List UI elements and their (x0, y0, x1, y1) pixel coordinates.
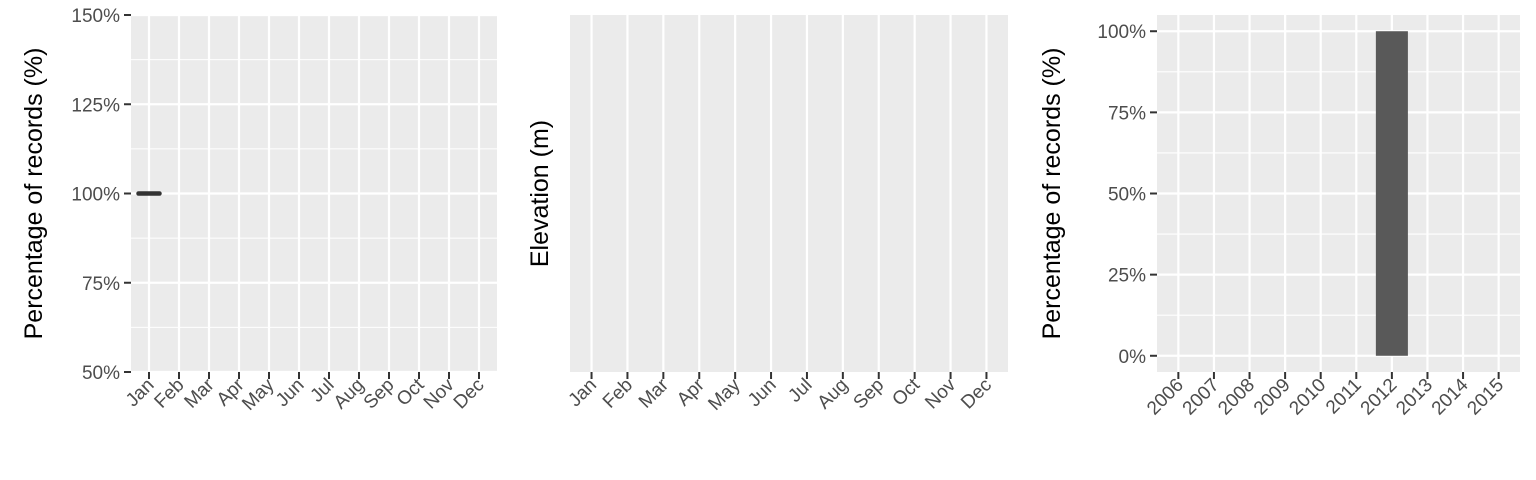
x-tick-label: 2011 (1322, 375, 1366, 419)
y-tick-label: 150% (71, 6, 120, 27)
x-tick-label: 2012 (1357, 375, 1402, 420)
x-tick-label: Nov (921, 374, 960, 413)
x-tick-label: Oct (393, 374, 429, 410)
y-tick-label: 125% (71, 95, 120, 116)
x-tick-label: 2006 (1143, 375, 1188, 420)
y-tick-label: 50% (1108, 185, 1146, 206)
x-tick-label: Feb (599, 375, 637, 413)
x-tick-label: Mar (635, 374, 673, 412)
y-axis-title: Percentage of records (%) (20, 48, 48, 340)
y-axis-title: Percentage of records (%) (1038, 48, 1066, 340)
x-tick-label: Jun (744, 375, 781, 412)
x-tick-label: 2008 (1214, 375, 1259, 420)
y-tick-label: 50% (82, 363, 120, 384)
y-tick-label: 0% (1119, 347, 1147, 368)
x-tick-label: Apr (673, 374, 709, 410)
panel-background (570, 15, 1008, 372)
x-tick-label: May (704, 374, 745, 415)
x-tick-label: Feb (151, 375, 189, 413)
x-tick-label: 2013 (1392, 375, 1437, 420)
month-percentage-chart: 50%75%100%125%150%JanFebMarAprMayJunJulA… (20, 6, 497, 415)
x-tick-label: 2009 (1250, 375, 1295, 420)
x-tick-label: Jul (784, 375, 816, 407)
x-tick-label: 2015 (1463, 375, 1508, 420)
y-tick-label: 25% (1108, 266, 1146, 287)
x-tick-label: Jan (565, 375, 602, 412)
y-tick-label: 75% (82, 274, 120, 295)
year-percentage-chart: 0%25%50%75%100%2006200720082009201020112… (1038, 15, 1520, 419)
x-tick-label: Mar (181, 374, 219, 412)
x-tick-label: Oct (888, 374, 924, 410)
x-tick-label: 2007 (1179, 375, 1224, 420)
x-tick-label: Aug (330, 375, 369, 414)
x-tick-label: Sep (360, 375, 399, 414)
y-tick-label: 75% (1108, 103, 1146, 124)
x-tick-label: Nov (420, 374, 459, 413)
x-tick-label: 2014 (1428, 374, 1473, 419)
x-tick-label: Sep (850, 375, 889, 414)
y-tick-label: 100% (1097, 22, 1146, 43)
x-tick-label: Dec (450, 375, 489, 414)
x-tick-label: Jan (122, 375, 159, 412)
y-tick-label: 100% (71, 185, 120, 206)
bar-2012 (1375, 31, 1408, 356)
y-axis-title: Elevation (m) (526, 120, 554, 267)
x-tick-label: 2010 (1285, 375, 1330, 420)
x-tick-label: Aug (814, 375, 853, 414)
x-tick-label: Jun (272, 375, 309, 412)
x-tick-label: Dec (957, 375, 996, 414)
